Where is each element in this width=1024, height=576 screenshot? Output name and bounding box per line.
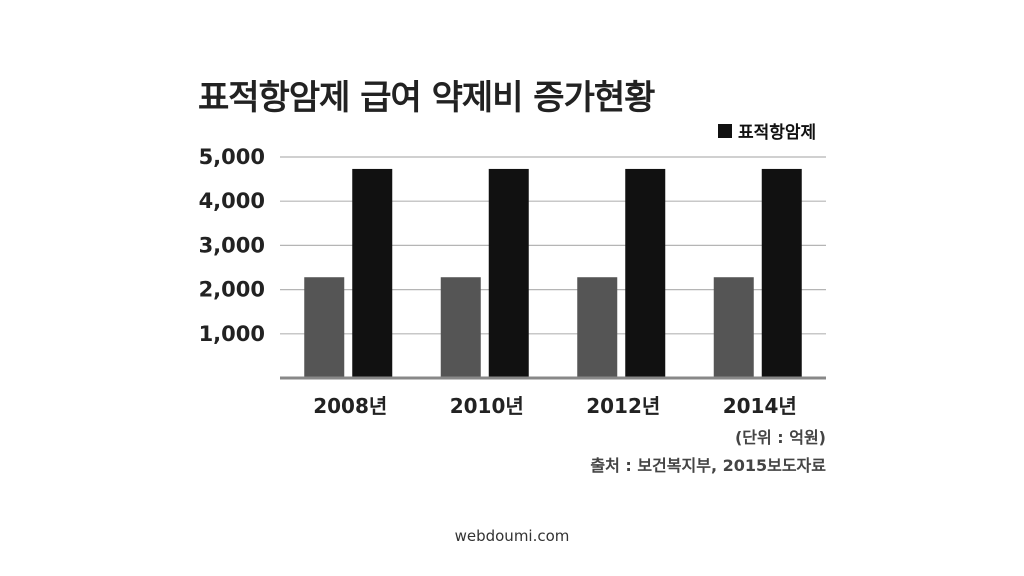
bar-black <box>488 168 529 378</box>
x-tick-label: 2010년 <box>450 394 524 418</box>
bar-gray <box>713 277 754 378</box>
legend-label: 표적항암제 <box>738 123 817 143</box>
bar-gray <box>577 277 618 378</box>
bar-gray <box>440 277 481 378</box>
bar-black <box>761 168 802 378</box>
y-tick-label: 3,000 <box>199 233 265 257</box>
x-tick-label: 2014년 <box>723 394 797 418</box>
y-tick-label: 4,000 <box>199 189 265 213</box>
x-tick-label: 2008년 <box>313 394 387 418</box>
bar-black <box>625 168 666 378</box>
chart-legend: 표적항암제 <box>718 118 816 143</box>
bar-gray <box>304 277 345 378</box>
source-note: 출처 : 보건복지부, 2015보도자료 <box>590 456 826 475</box>
x-tick-label: 2012년 <box>586 394 660 418</box>
legend-swatch <box>718 123 732 138</box>
unit-note: (단위 : 억원) <box>734 428 826 447</box>
bar-black <box>352 168 393 378</box>
watermark: webdoumi.com <box>454 527 570 545</box>
y-tick-label: 1,000 <box>199 322 265 346</box>
y-tick-label: 2,000 <box>199 278 265 302</box>
y-tick-label: 5,000 <box>199 145 265 169</box>
chart-title: 표적항암제 급여 약제비 증가현황 <box>198 78 655 118</box>
